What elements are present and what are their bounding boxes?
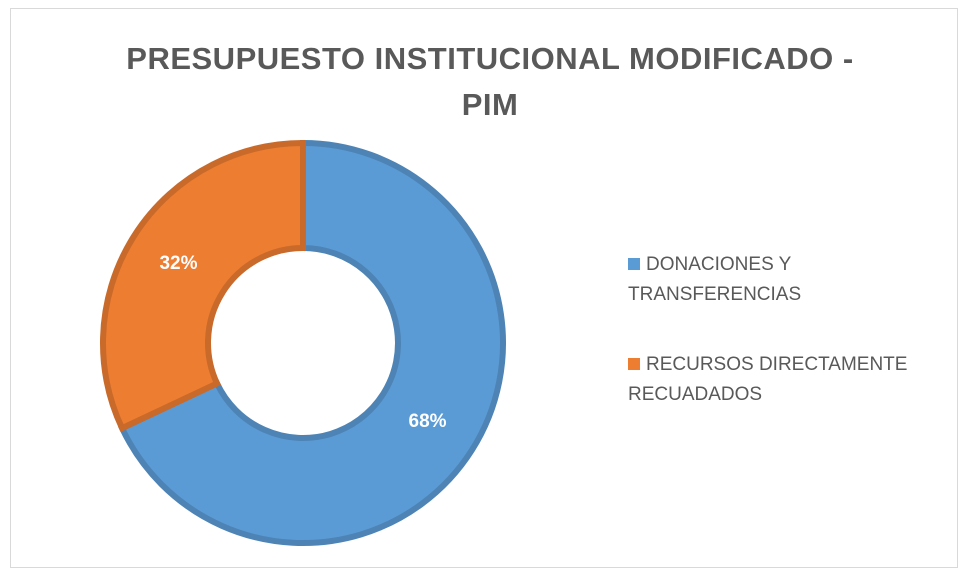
legend-label: RECURSOS DIRECTAMENTE RECUADADOS: [628, 354, 908, 405]
legend-label: DONACIONES Y TRANSFERENCIAS: [628, 254, 802, 305]
legend-entry: RECURSOS DIRECTAMENTE RECUADADOS: [628, 350, 928, 410]
data-label: 68%: [409, 411, 447, 432]
donut-slice: [118, 139, 506, 546]
chart: 68% 32%: [100, 139, 506, 546]
legend-entry: DONACIONES Y TRANSFERENCIAS: [628, 250, 928, 310]
chart-title: PRESUPUESTO INSTITUCIONAL MODIFICADO - P…: [126, 41, 854, 122]
donut-slice: [100, 139, 306, 433]
legend-swatch: [628, 358, 640, 370]
data-label: 32%: [159, 253, 197, 274]
page: PRESUPUESTO INSTITUCIONAL MODIFICADO - P…: [10, 8, 958, 568]
legend-swatch: [628, 258, 640, 270]
